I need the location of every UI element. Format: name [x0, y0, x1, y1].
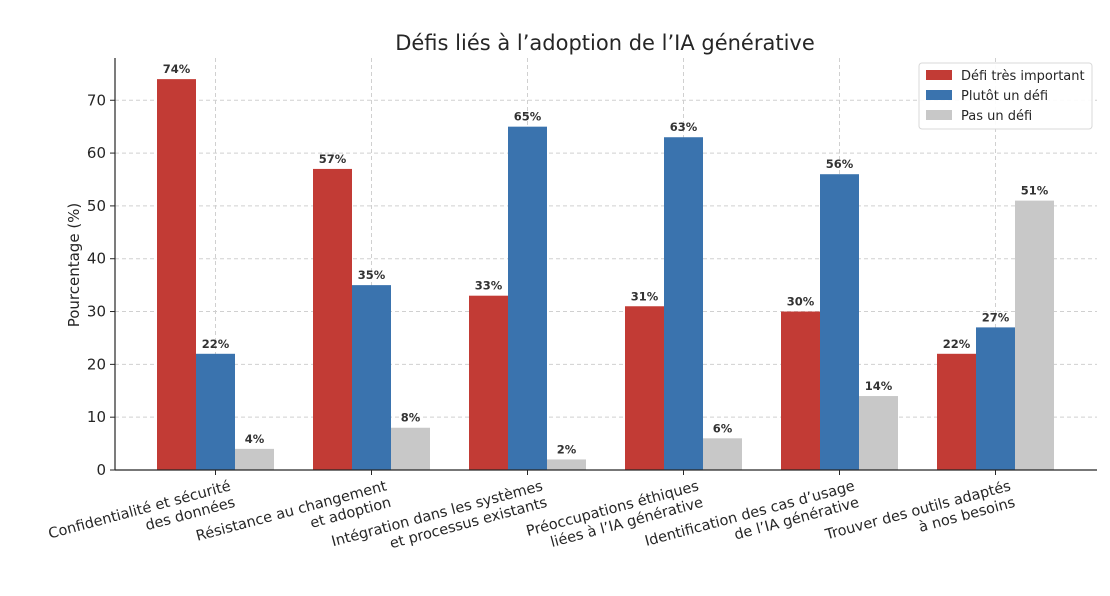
y-tick-label: 40	[87, 250, 106, 268]
bar	[703, 438, 742, 470]
bar	[781, 311, 820, 470]
bar	[859, 396, 898, 470]
data-label: 8%	[401, 411, 421, 425]
data-label: 14%	[865, 379, 893, 393]
axes-layer: 0 10 20 30 40 50 60 70 Confidentialité et sécuri…	[47, 58, 1097, 559]
bar	[157, 79, 196, 470]
data-label: 56%	[826, 157, 854, 171]
bar	[664, 137, 703, 470]
y-tick-label: 20	[87, 355, 106, 373]
bar	[196, 353, 235, 470]
bar	[235, 448, 274, 470]
bar	[820, 174, 859, 470]
bar	[313, 168, 352, 470]
chart-title: Défis liés à l’adoption de l’IA générati…	[395, 31, 815, 55]
bar	[976, 327, 1015, 470]
bar	[352, 285, 391, 470]
bar	[937, 353, 976, 470]
data-label: 35%	[358, 268, 386, 282]
bars-layer	[157, 79, 1054, 471]
legend-swatch	[926, 90, 952, 100]
data-label: 27%	[982, 310, 1010, 324]
category-label: Préoccupations éthiquesliées à l’IA géné…	[525, 478, 705, 556]
data-label: 6%	[713, 421, 733, 435]
legend-entry: Pas un défi	[961, 109, 1032, 124]
grid-layer	[115, 58, 1097, 471]
bar	[547, 459, 586, 470]
data-label: 2%	[557, 442, 577, 456]
category-label: Confidentialité et sécuritédes données	[47, 478, 237, 559]
y-tick-label: 30	[87, 303, 106, 321]
y-tick-label: 60	[87, 144, 106, 162]
data-label: 65%	[514, 110, 542, 124]
y-tick-label: 70	[87, 91, 106, 109]
y-tick-label: 10	[87, 408, 106, 426]
data-label: 4%	[245, 432, 265, 446]
data-labels-layer: 74% 57% 33% 31% 30% 22% 22% 35% 65% 63% 56% 27% 4% 8%…	[163, 62, 1049, 456]
bar	[508, 126, 547, 471]
data-label: 30%	[787, 295, 815, 309]
data-label: 74%	[163, 62, 191, 76]
data-label: 57%	[319, 152, 347, 166]
data-label: 63%	[670, 120, 698, 134]
legend-swatch	[926, 70, 952, 80]
y-tick-label: 50	[87, 197, 106, 215]
data-label: 22%	[943, 337, 971, 351]
bar	[391, 427, 430, 470]
data-label: 31%	[631, 289, 659, 303]
data-label: 51%	[1021, 184, 1049, 198]
legend-entry: Défi très important	[961, 69, 1085, 84]
legend: Défi très important Plutôt un défi Pas un …	[918, 62, 1093, 130]
bar	[1015, 200, 1054, 470]
y-tick-label: 0	[96, 461, 106, 479]
data-label: 22%	[202, 337, 230, 351]
legend-frame	[918, 62, 1093, 130]
bar	[469, 295, 508, 470]
data-label: 33%	[475, 279, 503, 293]
legend-entry: Plutôt un défi	[961, 89, 1048, 104]
y-axis-label: Pourcentage (%)	[65, 203, 83, 328]
bar	[625, 306, 664, 470]
legend-swatch	[926, 110, 952, 120]
